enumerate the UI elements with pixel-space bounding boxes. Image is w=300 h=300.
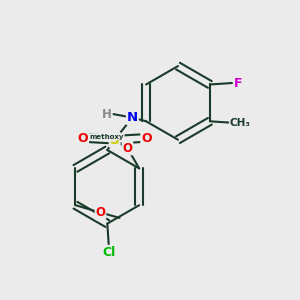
Text: CH₃: CH₃ [230,118,251,128]
Text: N: N [127,111,138,124]
Text: O: O [141,132,152,145]
Text: O: O [78,132,88,145]
Text: O: O [122,142,132,154]
Text: Cl: Cl [102,246,116,259]
Text: S: S [110,133,120,147]
Text: F: F [234,76,243,89]
Text: methoxy: methoxy [90,134,124,140]
Text: O: O [95,206,106,219]
Text: H: H [102,108,112,121]
